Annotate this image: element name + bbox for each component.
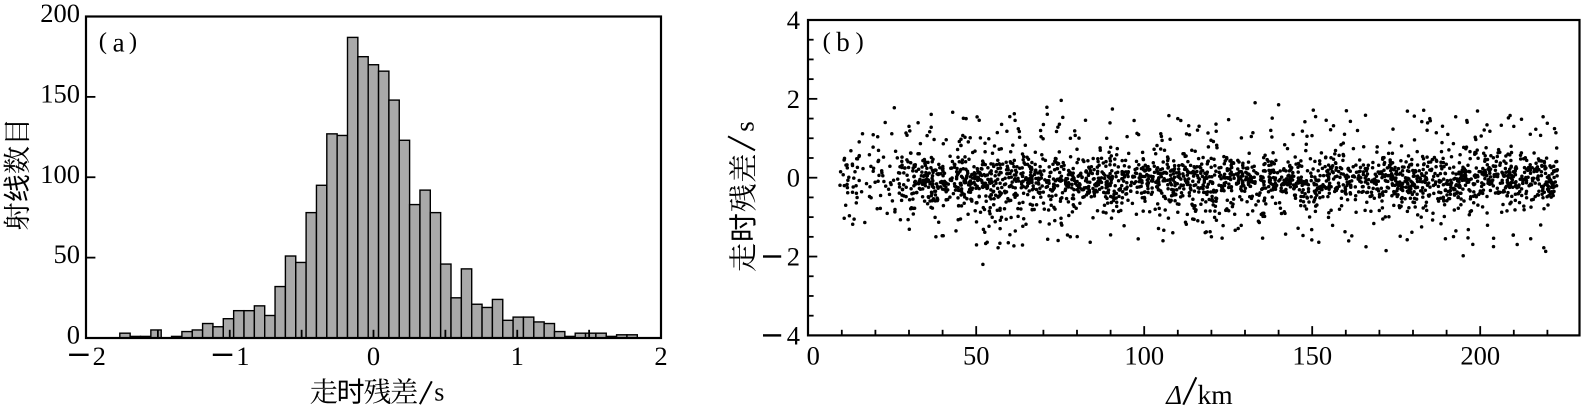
svg-text:150: 150	[1292, 341, 1332, 371]
svg-text:150: 150	[40, 79, 80, 109]
svg-text:2: 2	[654, 341, 667, 371]
svg-text:km: km	[1198, 379, 1233, 410]
svg-text:(: (	[99, 28, 107, 55]
svg-text:200: 200	[40, 0, 80, 28]
svg-text:2: 2	[787, 84, 800, 114]
svg-text:2: 2	[787, 241, 800, 271]
svg-text:0: 0	[67, 320, 80, 350]
svg-text:50: 50	[963, 341, 990, 371]
svg-text:1: 1	[511, 341, 524, 371]
svg-text:s: s	[730, 121, 760, 132]
svg-text:100: 100	[40, 159, 80, 189]
svg-text:a: a	[113, 28, 125, 58]
svg-text:50: 50	[54, 239, 81, 269]
svg-text:2: 2	[93, 341, 106, 371]
svg-text:Δ: Δ	[1165, 380, 1182, 410]
svg-text:): )	[129, 28, 137, 55]
svg-text:1: 1	[236, 341, 249, 371]
svg-text:0: 0	[367, 341, 380, 371]
svg-text:4: 4	[787, 320, 800, 350]
svg-text:b: b	[836, 27, 850, 57]
svg-text:): )	[856, 28, 864, 55]
svg-text:0: 0	[787, 163, 800, 193]
svg-text:0: 0	[807, 341, 820, 371]
svg-text:4: 4	[787, 5, 800, 35]
svg-text:s: s	[434, 378, 444, 407]
svg-text:(: (	[823, 28, 831, 55]
svg-text:100: 100	[1124, 341, 1164, 371]
svg-text:200: 200	[1460, 341, 1500, 371]
